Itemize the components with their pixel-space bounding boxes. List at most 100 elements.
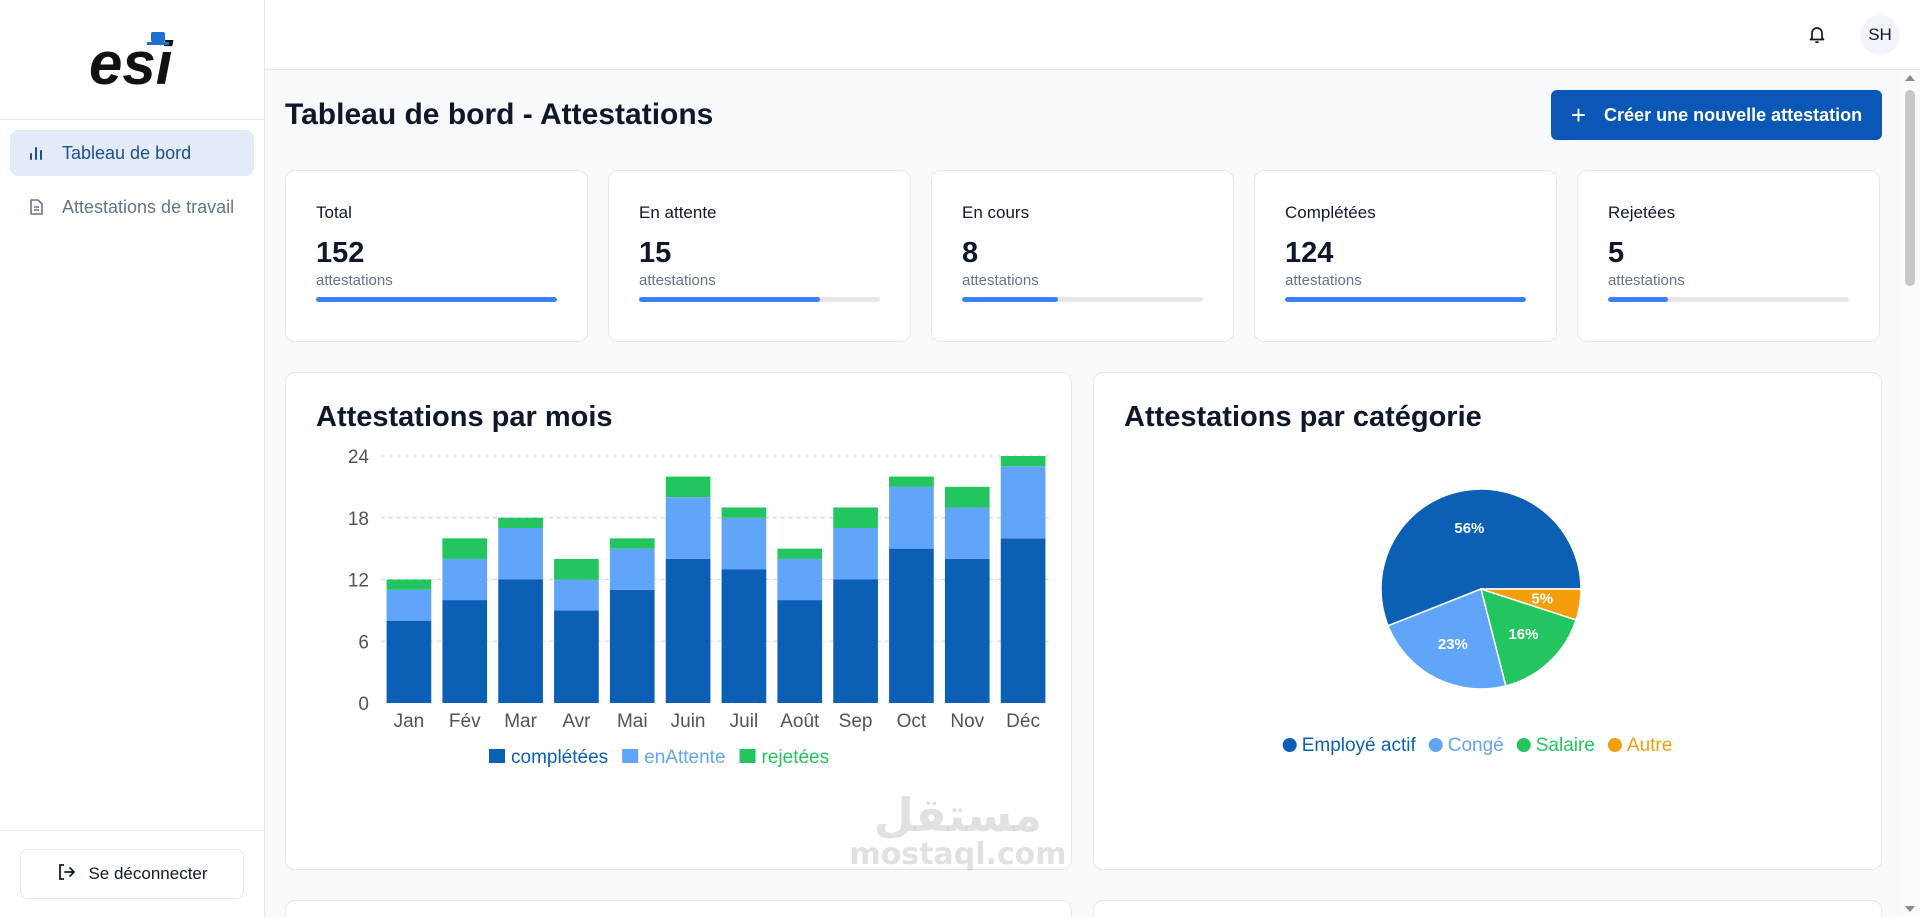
y-tick-label: 0: [358, 694, 369, 715]
bar-segment-complétées: [554, 610, 599, 703]
chart-title: Attestations par mois: [316, 401, 613, 433]
x-tick-label: Juin: [671, 711, 706, 732]
bar-segment-complétées: [665, 558, 711, 703]
monthly-bar-chart: 0 6 12 18 24 Jan Fév Mar Avr Mai Juin Juil Août Sep Oc…: [348, 449, 1051, 768]
stat-value: 5: [1608, 237, 1625, 269]
progress-fill: [1285, 297, 1526, 302]
bar-segment-complétées: [498, 579, 543, 703]
progress-bar: [316, 297, 557, 302]
legend-swatch: [1607, 738, 1622, 752]
x-tick-label: Juil: [730, 711, 759, 732]
bell-icon[interactable]: [1806, 23, 1828, 45]
sidebar-item-dashboard[interactable]: Tableau de bord: [10, 130, 254, 176]
bar-segment-rejetées: [777, 548, 823, 559]
bar-segment-enAttente: [498, 528, 543, 580]
bar-segment-enAttente: [889, 486, 934, 549]
progress-bar: [962, 297, 1203, 302]
progress-bar: [639, 297, 880, 302]
document-icon: [26, 197, 46, 217]
stat-label: Total: [316, 203, 352, 222]
legend-label: complétées: [511, 747, 608, 768]
bar-segment-rejetées: [721, 507, 767, 518]
y-tick-label: 24: [348, 449, 370, 468]
pie-slice: [1480, 588, 1582, 621]
x-tick-label: Avr: [562, 711, 591, 732]
x-tick-label: Mar: [504, 711, 537, 732]
stat-value: 152: [316, 237, 365, 269]
progress-bar: [1285, 297, 1526, 302]
bar-segment-enAttente: [1000, 466, 1046, 539]
pie-slice: [1380, 488, 1582, 627]
y-tick-label: 6: [358, 632, 369, 653]
x-tick-label: Oct: [897, 711, 927, 732]
stat-label: Complétées: [1285, 203, 1376, 222]
bar-chart-icon: [26, 143, 46, 163]
sidebar-item-label: Attestations de travail: [62, 196, 235, 217]
sidebar: esi Tableau de bord Attestations de trav…: [0, 0, 265, 917]
pie-slice-label: 56%: [1454, 520, 1484, 537]
bottom-panel-left: [285, 900, 1072, 917]
bar-segment-enAttente: [665, 497, 711, 559]
sidebar-item-attestations[interactable]: Attestations de travail: [10, 184, 254, 230]
sidebar-item-label: Tableau de bord: [62, 142, 192, 163]
bar-segment-complétées: [777, 600, 823, 703]
x-tick-label: Déc: [1006, 711, 1040, 732]
bar-segment-complétées: [1000, 538, 1046, 703]
bar-segment-enAttente: [609, 548, 655, 590]
create-attestation-button[interactable]: + Créer une nouvelle attestation: [1551, 90, 1882, 140]
stat-card-completees: Complétées 124 attestations: [1254, 170, 1557, 342]
bar-segment-complétées: [833, 579, 878, 703]
logout-icon: [56, 862, 76, 887]
category-pie-chart: 56% 23% 16% 5% Employé actif Congé Salaire Autr…: [1282, 488, 1672, 756]
stat-unit: attestations: [316, 272, 393, 289]
stat-label: En cours: [962, 203, 1030, 222]
bar-segment-complétées: [386, 620, 432, 703]
scroll-up-arrow-icon[interactable]: [1905, 75, 1915, 81]
bar-segment-complétées: [721, 569, 767, 703]
legend-swatch: [622, 749, 639, 763]
progress-fill: [962, 297, 1059, 302]
bar-segment-rejetées: [386, 579, 432, 590]
stat-unit: attestations: [962, 272, 1039, 289]
logout-area: Se déconnecter: [0, 830, 264, 917]
stat-value: 124: [1285, 237, 1334, 269]
legend-swatch: [1516, 738, 1531, 752]
legend-label: Congé: [1448, 735, 1504, 756]
monthly-chart-panel: Attestations par mois 0 6 12 18 24 Jan Fév Mar A…: [285, 372, 1072, 870]
category-chart-panel: Attestations par catégorie 56% 23% 16% 5% Em…: [1093, 372, 1882, 870]
logout-button[interactable]: Se déconnecter: [20, 849, 244, 899]
topbar: SH: [265, 0, 1920, 70]
x-tick-label: Fév: [449, 711, 481, 732]
bar-segment-rejetées: [665, 476, 711, 498]
avatar[interactable]: SH: [1860, 15, 1900, 55]
bar-segment-enAttente: [442, 558, 488, 601]
bar-segment-complétées: [442, 600, 488, 703]
y-tick-label: 18: [348, 509, 369, 530]
stat-unit: attestations: [639, 272, 716, 289]
x-tick-label: Nov: [950, 711, 984, 732]
chart-title: Attestations par catégorie: [1124, 401, 1482, 433]
legend-swatch: [1282, 738, 1297, 752]
logout-label: Se déconnecter: [88, 864, 208, 883]
bar-segment-rejetées: [944, 486, 990, 508]
stat-value: 8: [962, 237, 979, 269]
scroll-down-arrow-icon[interactable]: [1905, 906, 1915, 912]
bottom-panel-right: [1093, 900, 1882, 917]
bar-segment-rejetées: [833, 507, 878, 529]
pie-legend: Employé actif Congé Salaire Autre: [1282, 735, 1672, 756]
bar-segment-complétées: [609, 589, 655, 703]
progress-fill: [316, 297, 557, 302]
scroll-thumb[interactable]: [1905, 90, 1915, 286]
stat-card-en-cours: En cours 8 attestations: [931, 170, 1234, 342]
legend-label: rejetées: [762, 747, 830, 768]
bar-segment-enAttente: [777, 558, 823, 601]
bar-segment-enAttente: [386, 589, 432, 621]
stat-card-rejetees: Rejetées 5 attestations: [1577, 170, 1880, 342]
scrollbar[interactable]: [1900, 70, 1920, 917]
bar-segment-rejetées: [609, 538, 655, 549]
create-button-label: Créer une nouvelle attestation: [1604, 104, 1863, 125]
progress-bar: [1608, 297, 1849, 302]
stat-label: En attente: [639, 203, 717, 222]
stat-card-total: Total 152 attestations: [285, 170, 588, 342]
